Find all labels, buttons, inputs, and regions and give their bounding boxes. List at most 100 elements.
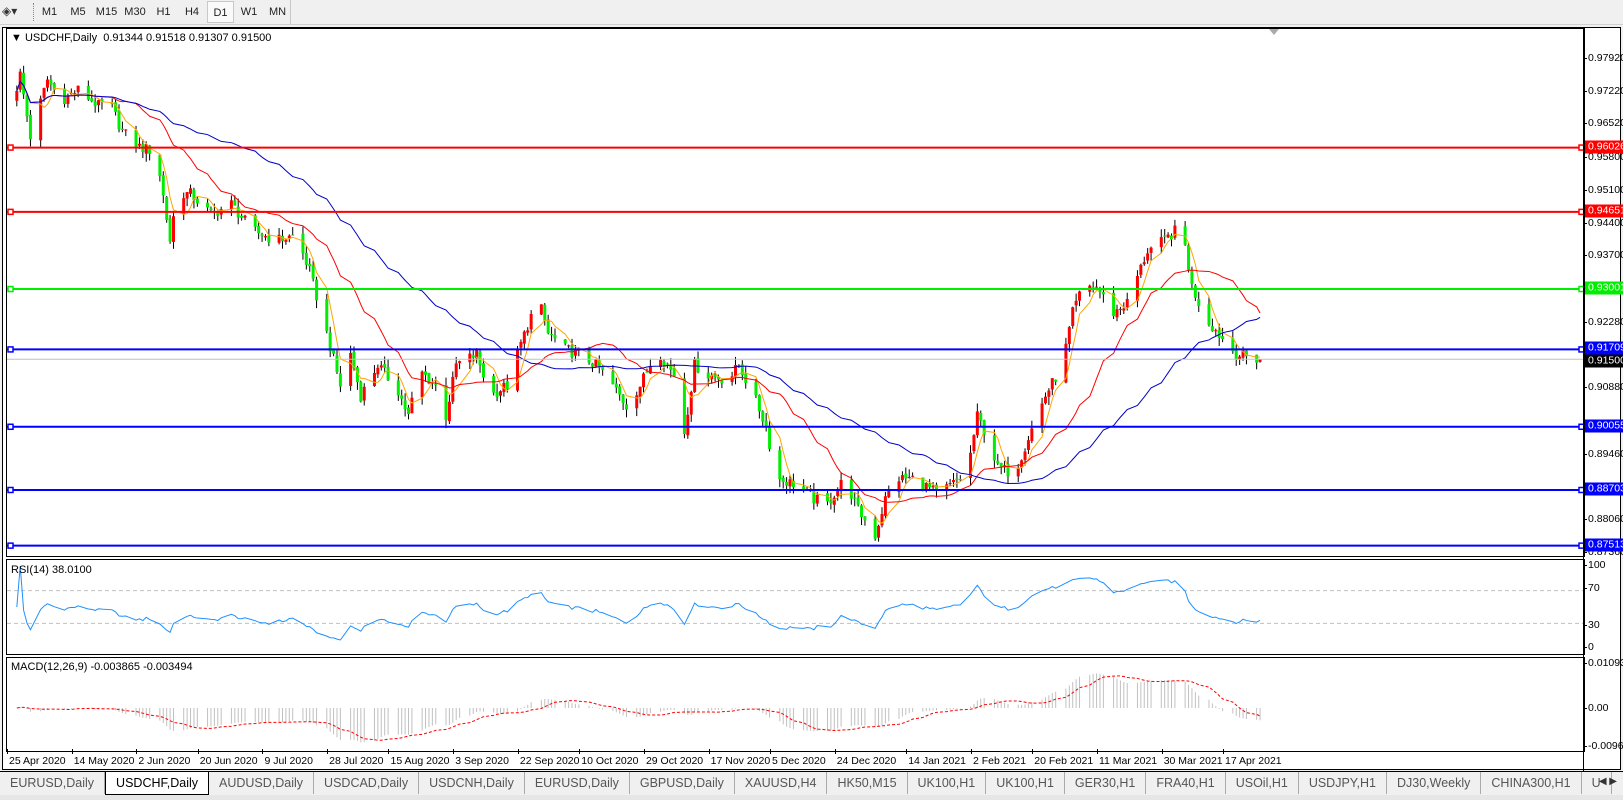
- candle: [601, 366, 605, 370]
- date-axis-label: 14 May 2020: [71, 749, 135, 767]
- candle: [1173, 225, 1177, 238]
- timeframe-h4[interactable]: H4: [184, 6, 200, 18]
- candle: [253, 215, 257, 227]
- candle: [567, 345, 571, 347]
- timeframe-w1[interactable]: W1: [240, 6, 258, 18]
- chart-tab[interactable]: FRA40,H1: [1146, 772, 1226, 794]
- timeframe-m15[interactable]: M15: [95, 6, 118, 18]
- price-axis-label: 0.97220: [1584, 85, 1623, 97]
- price-axis-label: 0.88060: [1584, 513, 1623, 525]
- candle: [863, 516, 867, 521]
- candle: [764, 420, 768, 427]
- candle: [594, 358, 598, 367]
- date-axis-label: 20 Feb 2021: [1032, 749, 1094, 767]
- candle: [86, 85, 90, 100]
- candle: [475, 350, 479, 359]
- candle: [277, 234, 281, 243]
- chart-tab[interactable]: GER30,H1: [1065, 772, 1147, 794]
- candle: [379, 365, 383, 368]
- timeframe-h1[interactable]: H1: [156, 6, 171, 18]
- candle: [263, 236, 267, 238]
- candle: [945, 484, 949, 492]
- price-axis-label: 0.96520: [1584, 117, 1623, 129]
- candle: [352, 351, 356, 369]
- candle: [955, 478, 959, 481]
- candle: [451, 376, 455, 402]
- chart-tab[interactable]: UK100,H1: [986, 772, 1065, 794]
- price-axis[interactable]: 0.97920 0.97220 0.96520 0.95800 0.95100 0.944…: [1583, 28, 1623, 771]
- candle: [563, 339, 567, 344]
- chart-tab[interactable]: AUDUSD,Daily: [209, 772, 315, 794]
- candle: [856, 497, 860, 505]
- candle: [15, 90, 19, 101]
- candle: [1163, 235, 1167, 237]
- candle: [1221, 336, 1225, 340]
- date-axis-label: 2 Feb 2021: [970, 749, 1027, 767]
- chart-tab[interactable]: USDCHF,Daily: [105, 772, 209, 795]
- chart-tab[interactable]: XAUUSD,H4: [735, 772, 828, 794]
- candle: [734, 365, 738, 377]
- candle: [148, 145, 152, 154]
- timeframe-m5[interactable]: M5: [70, 6, 86, 18]
- candle: [454, 363, 458, 377]
- candle: [1193, 285, 1197, 298]
- candle: [873, 518, 877, 539]
- candle: [761, 411, 765, 422]
- candle: [400, 395, 404, 399]
- chart-tab[interactable]: USDJPY,H1: [1299, 772, 1387, 794]
- chart-tab[interactable]: U: [1582, 772, 1612, 794]
- price-panel[interactable]: ▼ USDCHF,Daily 0.91344 0.91518 0.91307 0…: [6, 28, 1585, 557]
- timeframe-m30[interactable]: M30: [124, 6, 146, 18]
- candle: [25, 95, 29, 117]
- candle: [519, 342, 523, 348]
- chart-title: ▼ USDCHF,Daily 0.91344 0.91518 0.91307 0…: [11, 32, 271, 44]
- candle: [137, 143, 141, 146]
- rsi-axis-label: 100: [1584, 559, 1606, 571]
- candle: [1112, 292, 1116, 317]
- drawing-tools-icon[interactable]: ◈▾: [2, 4, 18, 18]
- candle: [444, 384, 448, 421]
- candle: [638, 386, 642, 397]
- chart-tab[interactable]: UK100,H1: [908, 772, 987, 794]
- chart-tab[interactable]: EURUSD,Daily: [525, 772, 630, 794]
- candle: [304, 252, 308, 265]
- chart-tab[interactable]: GBPUSD,Daily: [630, 772, 735, 794]
- timeframe-m1[interactable]: M1: [41, 6, 58, 18]
- macd-panel[interactable]: MACD(12,26,9) -0.003865 -0.003494: [6, 657, 1585, 752]
- candle: [1231, 338, 1235, 352]
- candle: [410, 397, 414, 414]
- chart-tab[interactable]: HK50,M15: [827, 772, 908, 794]
- level-handle-right: [1578, 285, 1584, 293]
- candle: [570, 345, 574, 357]
- candle: [492, 376, 496, 393]
- candle: [716, 376, 720, 380]
- timeframe-d1[interactable]: D1: [207, 1, 234, 23]
- candle: [1210, 326, 1214, 332]
- candle: [195, 198, 199, 204]
- candle: [832, 497, 836, 505]
- candle: [1234, 350, 1238, 360]
- macd-axis-label: 0.010933: [1584, 657, 1623, 669]
- chart-tab[interactable]: EURUSD,Daily: [0, 772, 106, 794]
- chart-tab[interactable]: USOil,H1: [1226, 772, 1299, 794]
- rsi-label: RSI(14) 38.0100: [11, 564, 92, 576]
- candle: [880, 514, 884, 526]
- candle: [93, 101, 97, 107]
- chart-tab[interactable]: DJ30,Weekly: [1387, 772, 1482, 794]
- candle: [42, 88, 46, 98]
- collapse-triangle-icon[interactable]: ▼: [11, 32, 22, 44]
- chart-tab[interactable]: CHINA300,H1: [1481, 772, 1582, 794]
- candle: [1064, 343, 1068, 383]
- tab-scroll-arrows-icon[interactable]: ◀ ▶: [1598, 776, 1617, 787]
- candle: [376, 367, 380, 375]
- timeframe-toolbar: ◈▾ M1 M5 M15 M30 H1 H4 D1 W1 MN: [0, 0, 1623, 25]
- candle: [754, 382, 758, 396]
- chart-tab[interactable]: USDCNH,Daily: [419, 772, 525, 794]
- timeframe-mn[interactable]: MN: [268, 6, 287, 18]
- chart-tab[interactable]: USDCAD,Daily: [314, 772, 420, 794]
- candle: [1146, 253, 1150, 261]
- date-axis-label: 20 Jun 2020: [197, 749, 258, 767]
- rsi-panel[interactable]: RSI(14) 38.0100: [6, 559, 1585, 655]
- candle: [526, 330, 530, 333]
- chart-shift-marker-icon[interactable]: [1269, 29, 1279, 35]
